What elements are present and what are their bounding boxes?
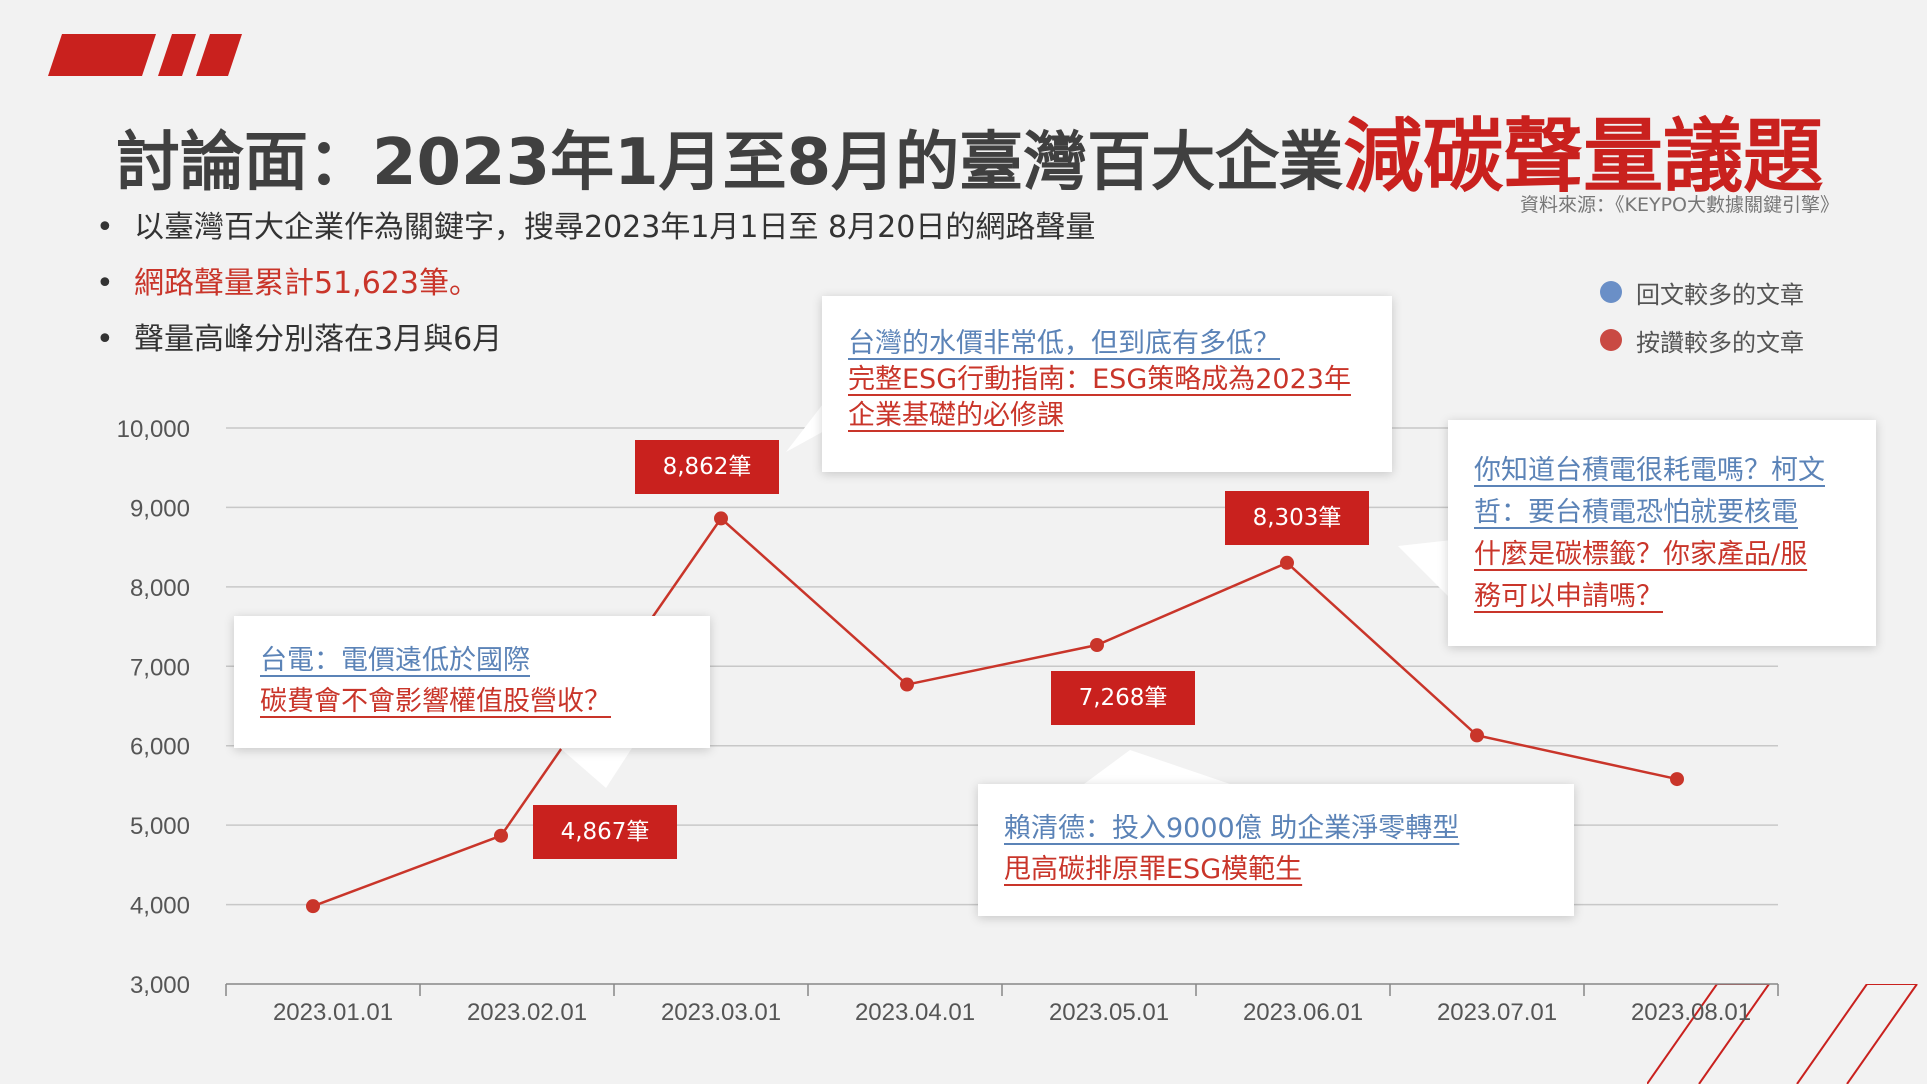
y-tick-label: 10,000	[117, 416, 190, 443]
article-link[interactable]: 賴清德：投入9000億 助企業淨零轉型	[1004, 813, 1460, 844]
callout-tsmc: 你知道台積電很耗電嗎？柯文 哲：要台積電恐怕就要核電 什麼是碳標籤？你家產品/服…	[1448, 420, 1876, 646]
x-tick-label: 2023.02.01	[467, 999, 587, 1026]
decorative-stripes-top	[48, 34, 242, 76]
page-title: 討論面：2023年1月至8月的臺灣百大企業減碳聲量議題	[116, 92, 1823, 208]
callout-taipower: 台電：電價遠低於國際 碳費會不會影響權值股營收？	[234, 616, 710, 748]
x-tick-label: 2023.05.01	[1049, 999, 1169, 1026]
y-tick-label: 4,000	[130, 893, 190, 920]
callout-lai: 賴清德：投入9000億 助企業淨零轉型 甩高碳排原罪ESG模範生	[978, 784, 1574, 916]
article-link[interactable]: 台電：電價遠低於國際	[260, 645, 530, 676]
value-label-feb: 4,867筆	[533, 805, 677, 859]
decorative-lines-bottom	[1647, 984, 1918, 1084]
value-label-mar: 8,862筆	[635, 440, 779, 494]
value-label-jun: 8,303筆	[1225, 491, 1369, 545]
x-tick-label: 2023.01.01	[273, 999, 393, 1026]
legend-dot-blue-icon	[1600, 281, 1622, 303]
title-highlight: 減碳聲量議題	[1343, 110, 1824, 203]
legend-dot-red-icon	[1600, 329, 1622, 351]
article-link[interactable]: 什麼是碳標籤？你家產品/服	[1474, 539, 1808, 570]
data-point	[1670, 772, 1684, 787]
legend-label: 按讚較多的文章	[1636, 328, 1804, 357]
data-point	[714, 511, 728, 526]
article-link[interactable]: 哲：要台積電恐怕就要核電	[1474, 497, 1798, 528]
legend-label: 回文較多的文章	[1636, 280, 1804, 309]
y-tick-label: 6,000	[130, 734, 190, 761]
callout-water-price: 台灣的水價非常低，但到底有多低？ 完整ESG行動指南：ESG策略成為2023年 …	[822, 296, 1392, 472]
bullet-item: 聲量高峰分別落在3月與6月	[96, 318, 1095, 374]
y-tick-label: 9,000	[130, 495, 190, 522]
data-point	[1090, 637, 1104, 652]
article-link[interactable]: 企業基礎的必修課	[848, 400, 1064, 431]
x-tick-label: 2023.03.01	[661, 999, 781, 1026]
data-point	[900, 677, 914, 692]
x-tick-label: 2023.07.01	[1437, 999, 1557, 1026]
legend-item-replies: 回文較多的文章	[1600, 268, 1804, 316]
x-tick-label: 2023.04.01	[855, 999, 975, 1026]
article-link[interactable]: 碳費會不會影響權值股營收？	[260, 686, 611, 717]
data-point	[494, 828, 508, 843]
series-line	[312, 516, 1678, 908]
legend: 回文較多的文章 按讚較多的文章	[1600, 268, 1804, 364]
y-tick-label: 3,000	[130, 972, 190, 999]
value-label-may: 7,268筆	[1051, 671, 1195, 725]
data-point	[306, 899, 320, 914]
title-prefix: 討論面：2023年1月至8月的臺灣百大企業	[116, 126, 1344, 200]
bullet-item: 以臺灣百大企業作為關鍵字，搜尋2023年1月1日至 8月20日的網路聲量	[96, 206, 1095, 262]
article-link[interactable]: 你知道台積電很耗電嗎？柯文	[1474, 455, 1825, 486]
y-tick-label: 7,000	[130, 654, 190, 681]
bullet-item-total: 網路聲量累計51,623筆。	[96, 262, 1095, 318]
article-link[interactable]: 台灣的水價非常低，但到底有多低？	[848, 328, 1280, 359]
x-tick-label: 2023.06.01	[1243, 999, 1363, 1026]
y-tick-label: 8,000	[130, 575, 190, 602]
data-point	[1280, 555, 1294, 570]
summary-bullets: 以臺灣百大企業作為關鍵字，搜尋2023年1月1日至 8月20日的網路聲量 網路聲…	[96, 206, 1095, 374]
data-point	[1470, 728, 1484, 743]
data-source: 資料來源：《KEYPO大數據關鍵引擎》	[1520, 194, 1839, 216]
x-tick-label: 2023.08.01	[1631, 999, 1751, 1026]
article-link[interactable]: 完整ESG行動指南：ESG策略成為2023年	[848, 364, 1351, 395]
legend-item-likes: 按讚較多的文章	[1600, 316, 1804, 364]
y-tick-label: 5,000	[130, 813, 190, 840]
article-link[interactable]: 務可以申請嗎？	[1474, 581, 1663, 612]
article-link[interactable]: 甩高碳排原罪ESG模範生	[1004, 854, 1303, 885]
